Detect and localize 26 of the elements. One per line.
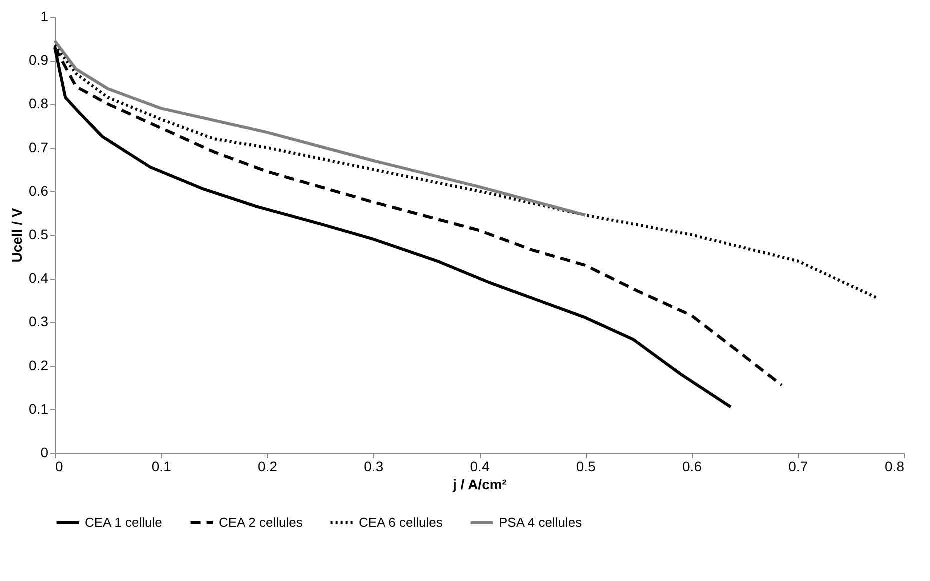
- x-tick-label: 0.6: [682, 458, 702, 474]
- legend-label: CEA 1 cellule: [85, 515, 162, 530]
- x-tick-label: 0.7: [788, 458, 808, 474]
- x-tick-label: 0.5: [576, 458, 596, 474]
- y-axis-title: Ucell / V: [9, 208, 26, 263]
- y-tick-label: 0.5: [29, 226, 49, 242]
- x-tick-label: 0: [56, 458, 64, 474]
- y-tick-label: 0.6: [29, 182, 49, 199]
- y-tick-label: 0.2: [29, 357, 49, 374]
- x-tick-label: 0.2: [258, 458, 278, 474]
- y-tick-label: 1: [40, 8, 49, 24]
- x-tick-label: 0.4: [470, 458, 490, 474]
- legend-label: PSA 4 cellules: [499, 515, 583, 530]
- y-tick-label: 0.7: [29, 139, 49, 156]
- x-tick-label: 0.1: [152, 458, 172, 474]
- legend-label: CEA 2 cellules: [219, 515, 304, 530]
- y-tick-label: 0.9: [29, 52, 49, 68]
- x-tick-label: 0.3: [364, 458, 384, 474]
- y-tick-label: 0.1: [29, 400, 49, 417]
- y-tick-label: 0: [40, 444, 49, 460]
- x-axis-title: j / A/cm²: [452, 476, 508, 492]
- y-tick-label: 0.4: [29, 270, 49, 286]
- x-tick-label: 0.8: [885, 458, 905, 474]
- legend-label: CEA 6 cellules: [359, 515, 444, 530]
- y-tick-label: 0.8: [29, 96, 49, 112]
- y-tick-label: 0.3: [29, 314, 49, 330]
